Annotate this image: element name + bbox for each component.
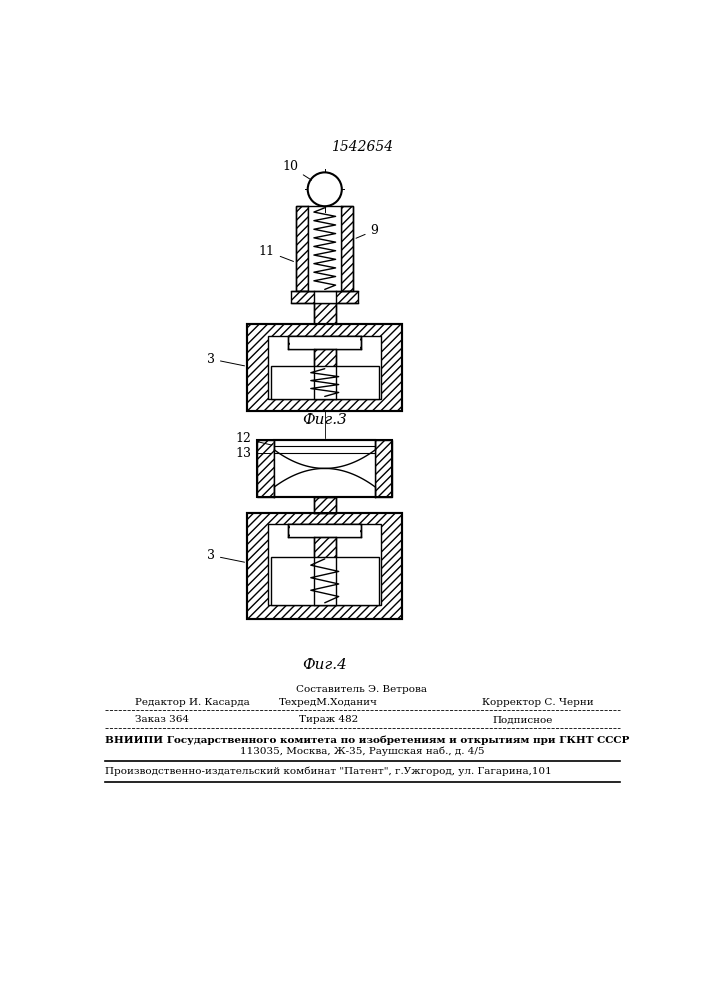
Bar [296,206,308,291]
Bar [291,291,358,303]
Text: ТехредМ.Ходанич: ТехредМ.Ходанич [279,698,378,707]
Bar [314,349,336,399]
Bar [288,336,361,349]
Bar [247,513,402,619]
Text: 1542654: 1542654 [331,140,393,154]
Text: 12: 12 [235,432,271,445]
Bar [271,366,379,399]
Text: 113035, Москва, Ж-35, Раушская наб., д. 4/5: 113035, Москва, Ж-35, Раушская наб., д. … [240,747,484,756]
Bar [290,336,360,349]
Bar [268,336,381,399]
Polygon shape [274,468,375,497]
Bar [268,336,381,399]
Bar [290,524,360,537]
Circle shape [308,172,341,206]
Text: 9: 9 [356,224,378,238]
Text: Корректор С. Черни: Корректор С. Черни [482,698,594,707]
Text: ВНИИПИ Государственного комитета по изобретениям и открытиям при ГКНТ СССР: ВНИИПИ Государственного комитета по изоб… [105,736,630,745]
Text: Фиг.3: Фиг.3 [303,413,347,427]
Bar [268,524,381,605]
Bar [314,291,336,303]
Bar [314,537,336,605]
Bar [257,440,274,497]
Text: Заказ 364: Заказ 364 [135,715,189,724]
Bar [271,366,379,399]
Bar [271,557,379,605]
Text: Составитель Э. Ветрова: Составитель Э. Ветрова [296,685,428,694]
Text: 13: 13 [235,447,271,460]
Bar [247,324,402,411]
Bar [288,524,361,537]
Text: 3: 3 [207,353,245,366]
Bar [308,206,341,291]
Text: Редактор И. Касарда: Редактор И. Касарда [135,698,250,707]
Text: Фиг.4: Фиг.4 [303,658,347,672]
Text: 3: 3 [207,549,245,562]
Text: Производственно-издательский комбинат "Патент", г.Ужгород, ул. Гагарина,101: Производственно-издательский комбинат "П… [105,767,552,776]
Bar [247,513,402,619]
Text: 10: 10 [282,160,312,180]
Bar [296,206,354,291]
Bar [274,440,375,497]
Text: 11: 11 [259,245,293,261]
Bar [271,557,379,605]
Bar [375,440,392,497]
Bar [341,206,354,291]
Bar [247,324,402,411]
Bar [268,524,381,605]
Bar [314,497,336,513]
Text: Тираж 482: Тираж 482 [299,715,358,724]
Bar [314,303,336,324]
Bar [257,440,392,497]
Polygon shape [274,440,375,468]
Text: Подписное: Подписное [492,715,553,724]
